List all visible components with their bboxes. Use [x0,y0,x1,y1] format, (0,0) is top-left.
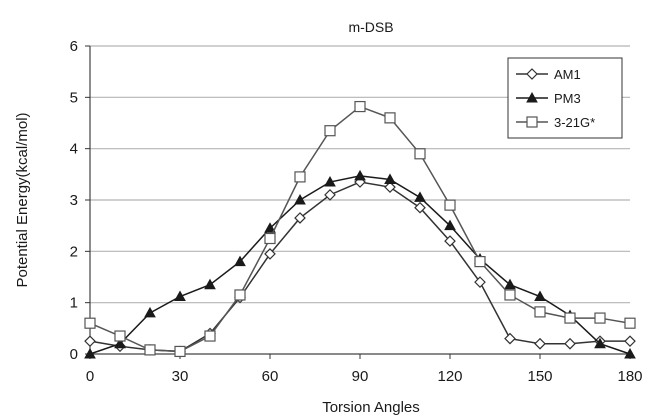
data-point [324,125,336,137]
legend-marker [526,116,538,128]
data-point [624,347,636,359]
data-point [624,335,636,348]
x-axis: 0 30 60 90 120 150 180 [86,354,643,385]
x-tick-label: 180 [617,368,642,385]
data-point [114,337,126,349]
data-point [264,222,276,233]
data-point [294,193,306,205]
grid [90,45,630,304]
data-point [384,173,396,184]
data-point [444,235,456,247]
legend-item: AM1 [516,67,581,82]
chart-title: m-DSB [348,19,393,35]
data-point [534,337,546,350]
data-point [324,189,336,201]
series-line [89,105,631,353]
y-tick-label: 0 [70,346,78,363]
data-point [414,201,426,214]
data-point [564,312,576,324]
data-point [414,191,426,202]
data-point [174,290,186,302]
series-PM3 [84,169,636,359]
data-point [444,219,456,231]
data-point [414,148,426,160]
data-point [294,212,306,224]
x-tick-label: 30 [172,368,189,385]
legend: AM1 PM3 3-21G* [507,57,623,139]
data-point [564,337,576,350]
y-tick-label: 6 [70,38,78,55]
data-point [144,344,156,356]
data-point [84,335,96,348]
legend-item: 3-21G* [516,115,595,130]
data-point [324,176,336,187]
data-point [594,337,606,349]
y-axis-label: Potential Energy(kcal/mol) [14,112,31,287]
legend-item: PM3 [516,91,581,106]
y-axis: 0 1 2 3 4 5 6 [70,38,90,363]
series-3-21G* [84,100,636,358]
x-tick-label: 150 [527,368,552,385]
data-point [354,100,366,113]
data-point [384,181,396,194]
data-point [474,276,486,288]
y-tick-label: 5 [70,89,78,106]
data-point [504,289,516,301]
data-point [234,255,246,267]
data-point [204,278,216,290]
series-line [89,175,631,355]
series-line [89,181,630,353]
y-tick-label: 1 [70,295,78,312]
series-AM1 [84,176,636,358]
x-tick-label: 90 [352,368,369,385]
data-point [534,306,546,318]
series-group [84,100,636,359]
y-tick-label: 4 [70,141,78,158]
legend-label: 3-21G* [554,115,595,130]
data-point [624,317,636,329]
data-point [234,289,246,301]
y-tick-label: 2 [70,243,78,260]
x-tick-label: 120 [437,368,462,385]
x-axis-label: Torsion Angles [322,399,420,416]
data-point [144,306,156,318]
legend-marker [526,91,538,103]
data-point [594,312,606,324]
data-point [294,171,306,183]
data-point [264,248,276,260]
y-tick-label: 3 [70,192,78,209]
data-point [504,278,516,290]
x-tick-label: 60 [262,368,279,385]
legend-label: AM1 [554,67,581,82]
data-point [84,347,96,359]
data-point [534,290,546,302]
data-point [474,256,486,268]
data-point [444,199,456,211]
data-point [264,232,276,245]
data-point [174,345,186,358]
data-point [114,330,126,342]
data-point [354,169,366,181]
data-point [384,112,396,124]
data-point [204,330,216,342]
data-point [504,332,516,345]
legend-label: PM3 [554,91,581,106]
data-point [84,317,96,329]
x-tick-label: 0 [86,368,94,385]
legend-marker [526,68,538,80]
